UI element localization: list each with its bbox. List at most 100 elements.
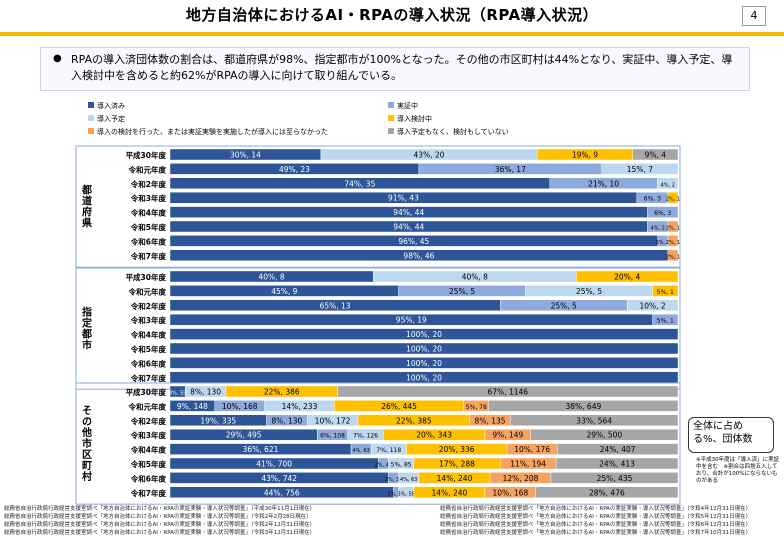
bar-data-label: 19%, 335 bbox=[200, 416, 236, 425]
group-label-char: 他 bbox=[81, 426, 92, 439]
bar-data-label: 2%, 1 bbox=[666, 254, 680, 260]
side-note: ※平成30年度は「導入済」に実証中を含む ※割合は四捨五入しており、合計が100… bbox=[696, 457, 780, 484]
bar-segment bbox=[652, 285, 679, 297]
bar-segment bbox=[535, 486, 679, 498]
bar-data-label: 25%, 5 bbox=[576, 287, 602, 296]
source-note: 総務省自治行政局行政経営支援室調べ「地方自治体におけるAI・RPAの実証実験・導… bbox=[440, 530, 752, 536]
bar-data-label: 11%, 194 bbox=[510, 460, 546, 469]
bar-segment bbox=[632, 148, 679, 161]
bar-data-label: 10%, 168 bbox=[492, 488, 528, 497]
bar-data-label: 10%, 168 bbox=[222, 402, 258, 411]
group-label-char: 定 bbox=[82, 317, 92, 330]
bar-data-label: 8%, 135 bbox=[475, 416, 506, 425]
bar-segment bbox=[555, 457, 679, 470]
group-label-char: 都 bbox=[81, 184, 92, 197]
bar-data-label: 9%, 4 bbox=[645, 151, 667, 160]
bar-data-label: 38%, 649 bbox=[565, 402, 601, 411]
bar-data-label: 43%, 742 bbox=[261, 474, 297, 483]
bar-data-label: 36%, 621 bbox=[243, 445, 279, 454]
bar-data-label: 5%, 1 bbox=[657, 289, 674, 296]
row-category-label: 令和6年度 bbox=[130, 473, 167, 483]
bar-data-label: 4%, 2 bbox=[651, 226, 665, 232]
bar-data-label: 2%, 1 bbox=[656, 240, 670, 246]
bar-data-label: 6%, 3 bbox=[644, 196, 661, 203]
bar-data-label: 2%, 41 bbox=[375, 463, 392, 469]
bar-data-label: 3%, 55 bbox=[169, 391, 186, 397]
group-label-char: 府 bbox=[82, 206, 92, 219]
page-title: 地方自治体におけるAI・RPAの導入状況（RPA導入状況） bbox=[185, 6, 599, 24]
group-label-char: 市 bbox=[82, 339, 92, 352]
bar-data-label: 14%, 240 bbox=[437, 474, 473, 483]
row-category-label: 令和7年度 bbox=[130, 251, 167, 261]
source-note: 総務省自治行政局行政経営支援室調べ「地方自治体におけるAI・RPAの実証実験・導… bbox=[4, 522, 316, 528]
row-category-label: 令和5年度 bbox=[130, 344, 167, 354]
bar-data-label: 40%, 8 bbox=[462, 273, 488, 282]
row-category-label: 令和6年度 bbox=[130, 236, 167, 246]
bar-data-label: 10%, 2 bbox=[639, 301, 665, 310]
bar-data-label: 8%, 130 bbox=[190, 388, 221, 397]
bar-data-label: 21%, 10 bbox=[588, 179, 619, 188]
bar-data-label: 91%, 43 bbox=[388, 194, 419, 203]
bar-data-label: 4%, 2 bbox=[661, 182, 675, 188]
bar-data-label: 2%, 1 bbox=[666, 240, 680, 246]
summary-box: ● RPAの導入済団体数の割合は、都道府県が98%、指定都市が100%となった。… bbox=[40, 47, 750, 91]
row-category-label: 令和元年度 bbox=[128, 401, 167, 411]
row-category-label: 令和元年度 bbox=[128, 286, 167, 296]
row-category-label: 令和3年度 bbox=[130, 193, 167, 203]
source-note: 総務省自治行政局行政経営支援室調べ「地方自治体におけるAI・RPAの実証実験・導… bbox=[440, 514, 752, 520]
bar-data-label: 10%, 176 bbox=[514, 445, 550, 454]
row-category-label: 令和6年度 bbox=[130, 358, 167, 368]
bar-data-label: 26%, 445 bbox=[381, 402, 417, 411]
bar-data-label: 43%, 20 bbox=[414, 151, 445, 160]
bar-data-label: 14%, 233 bbox=[282, 402, 318, 411]
bar-segment bbox=[627, 299, 679, 311]
legend-label: 導入予定もなく、検討もしていない bbox=[397, 127, 509, 136]
row-category-label: 平成30年度 bbox=[126, 272, 167, 282]
bar-data-label: 33%, 564 bbox=[576, 416, 612, 425]
group-label-char: 区 bbox=[82, 449, 92, 461]
bar-data-label: 98%, 46 bbox=[403, 251, 434, 260]
group-label-char: の bbox=[82, 417, 92, 428]
group-label-char: 都 bbox=[81, 328, 92, 341]
bar-data-label: 5%, 78 bbox=[466, 404, 487, 411]
bar-data-label: 5%, 1 bbox=[657, 318, 674, 325]
group-label-char: 道 bbox=[82, 195, 92, 208]
source-note: 総務省自治行政局行政経営支援室調べ「地方自治体におけるAI・RPAの実証実験・導… bbox=[4, 530, 316, 536]
bar-data-label: 25%, 5 bbox=[551, 301, 577, 310]
bar-segment bbox=[667, 191, 679, 204]
bar-data-label: 2%, 1 bbox=[666, 197, 680, 203]
bar-data-label: 30%, 14 bbox=[230, 151, 261, 160]
legend-swatch bbox=[388, 115, 394, 121]
bar-data-label: 6%, 3 bbox=[654, 210, 671, 217]
row-category-label: 令和2年度 bbox=[130, 179, 167, 189]
bar-segment bbox=[488, 400, 679, 412]
row-category-label: 令和2年度 bbox=[130, 301, 167, 311]
legend-swatch bbox=[88, 102, 94, 108]
bar-segment bbox=[652, 314, 679, 326]
row-category-label: 令和7年度 bbox=[130, 488, 167, 498]
group-frame bbox=[75, 382, 681, 505]
row-category-label: 令和2年度 bbox=[130, 416, 167, 426]
bar-data-label: 10%, 172 bbox=[315, 416, 351, 425]
bar-segment bbox=[169, 342, 679, 355]
bar-data-label: 12%, 208 bbox=[503, 474, 539, 483]
bar-data-label: 1%, 23 bbox=[387, 491, 404, 497]
bar-data-label: 7%, 126 bbox=[353, 433, 378, 440]
group-frame bbox=[75, 145, 681, 268]
bar-segment bbox=[667, 235, 679, 247]
legend-label: 導入済み bbox=[97, 101, 125, 110]
bar-data-label: 100%, 20 bbox=[406, 330, 442, 339]
title-underline bbox=[0, 32, 784, 36]
legend-label: 導入の検討を行った、または実証実験を実施したが導入には至らなかった bbox=[97, 127, 328, 136]
legend-swatch bbox=[88, 115, 94, 121]
bar-data-label: 28%, 476 bbox=[589, 488, 625, 497]
legend-label: 導入予定 bbox=[97, 114, 125, 123]
group-label-char: 市 bbox=[82, 437, 92, 450]
bar-data-label: 19%, 9 bbox=[572, 151, 598, 160]
bar-data-label: 6%, 108 bbox=[320, 433, 345, 440]
group-label-char: 指 bbox=[82, 306, 92, 319]
bar-segment bbox=[667, 220, 679, 233]
bar-segment bbox=[667, 249, 679, 262]
bar-data-label: 40%, 8 bbox=[258, 273, 284, 282]
